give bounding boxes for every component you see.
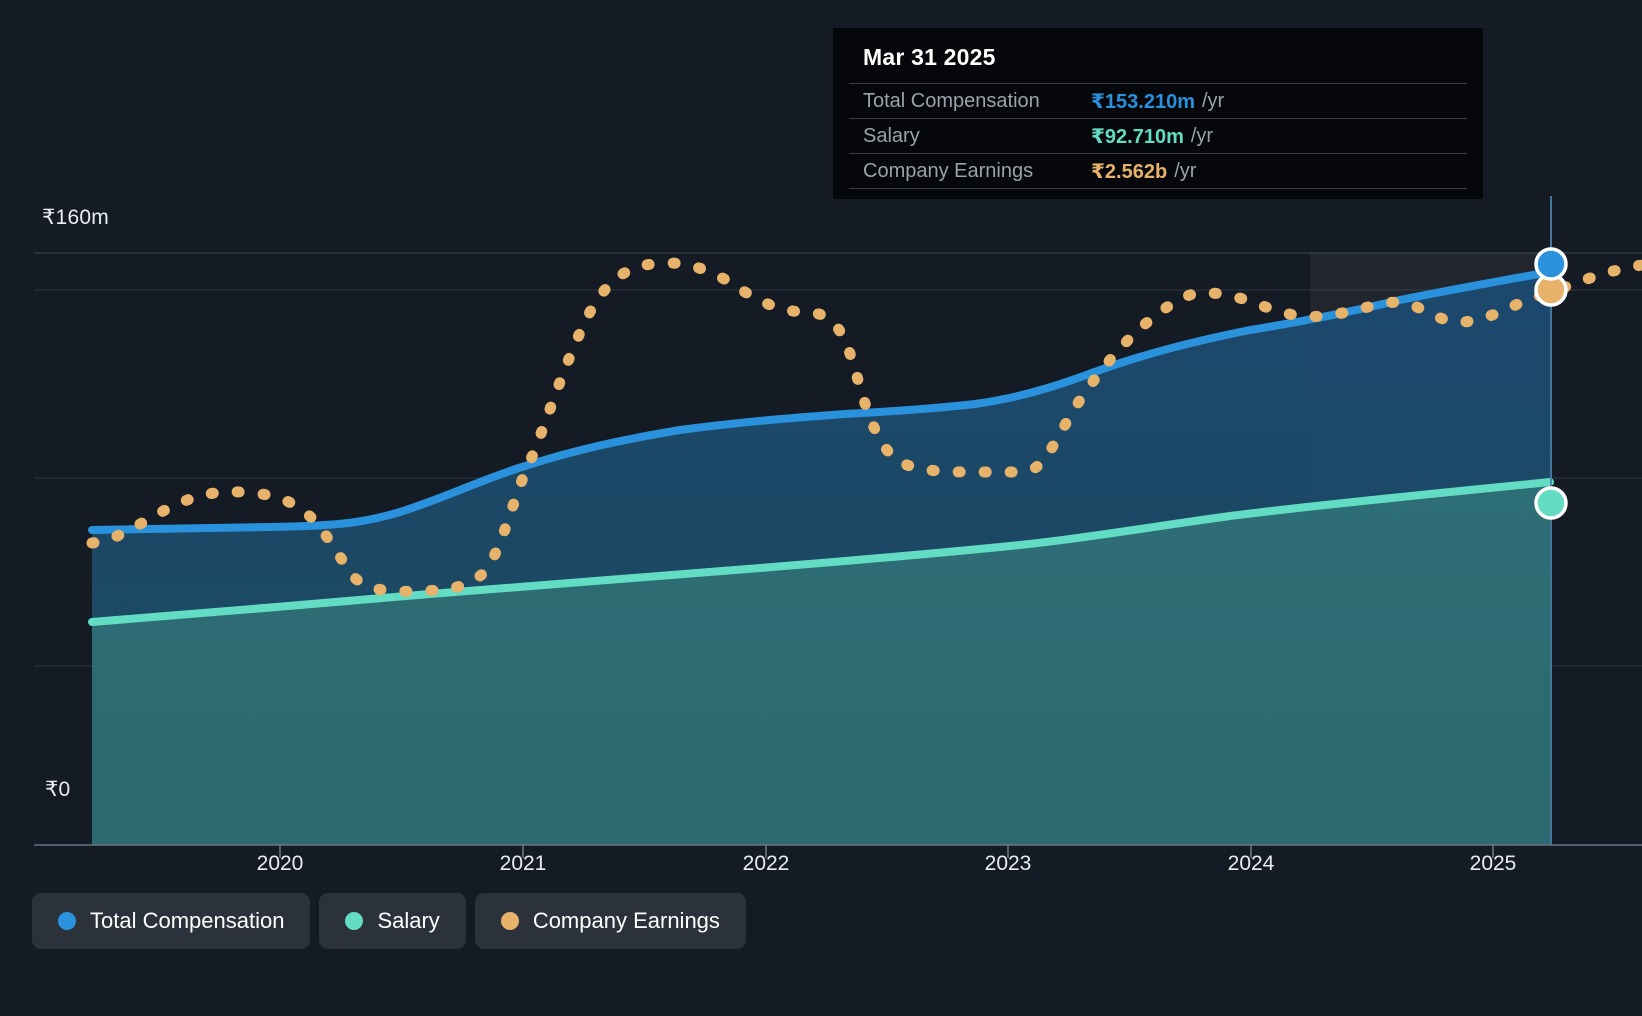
legend-item-total-compensation[interactable]: Total Compensation [32,893,311,949]
tooltip-label-company-earnings: Company Earnings [863,159,1034,182]
legend-label-salary: Salary [377,908,440,933]
tooltip-unit-salary: /yr [1190,124,1214,147]
chart-tooltip: Mar 31 2025 Total Compensation ₹153.210m… [833,28,1483,199]
tooltip-value-total-compensation: ₹153.210m [1091,90,1195,113]
legend-item-salary[interactable]: Salary [319,893,466,949]
chart-plot-area[interactable]: ₹160m ₹0 2020 2021 2022 2023 2024 2025 [0,0,1642,880]
tooltip-unit-total-compensation: /yr [1202,89,1225,112]
total-compensation-line[interactable] [88,268,1554,534]
tooltip-value-salary: ₹92.710m [1091,125,1184,148]
total-compensation-marker[interactable] [1534,247,1568,281]
legend-dot-salary-icon [345,912,364,930]
legend-label-total-compensation: Total Compensation [90,908,285,933]
tooltip-row-salary: Salary ₹92.710m /yr [849,118,1467,153]
tooltip-date: Mar 31 2025 [863,44,996,70]
legend-label-company-earnings: Company Earnings [532,908,720,933]
chart-legend: Total Compensation Salary Company Earnin… [32,893,746,949]
salary-marker[interactable] [1534,486,1568,520]
legend-dot-company-earnings-icon [500,912,519,930]
legend-dot-total-compensation-icon [58,912,76,930]
salary-line[interactable] [88,478,1554,626]
tooltip-label-total-compensation: Total Compensation [863,89,1040,112]
tooltip-label-salary: Salary [863,124,920,147]
chart-svg[interactable] [0,0,1642,880]
x-tick-marks [279,845,1494,858]
salary-area [92,482,1550,845]
tooltip-row-total-compensation: Total Compensation ₹153.210m /yr [849,83,1467,118]
company-earnings-line[interactable] [86,257,1642,597]
legend-item-company-earnings[interactable]: Company Earnings [474,893,746,949]
tooltip-unit-company-earnings: /yr [1174,159,1197,182]
tooltip-value-company-earnings: ₹2.562b [1091,160,1168,183]
tooltip-row-company-earnings: Company Earnings ₹2.562b /yr [849,153,1467,189]
